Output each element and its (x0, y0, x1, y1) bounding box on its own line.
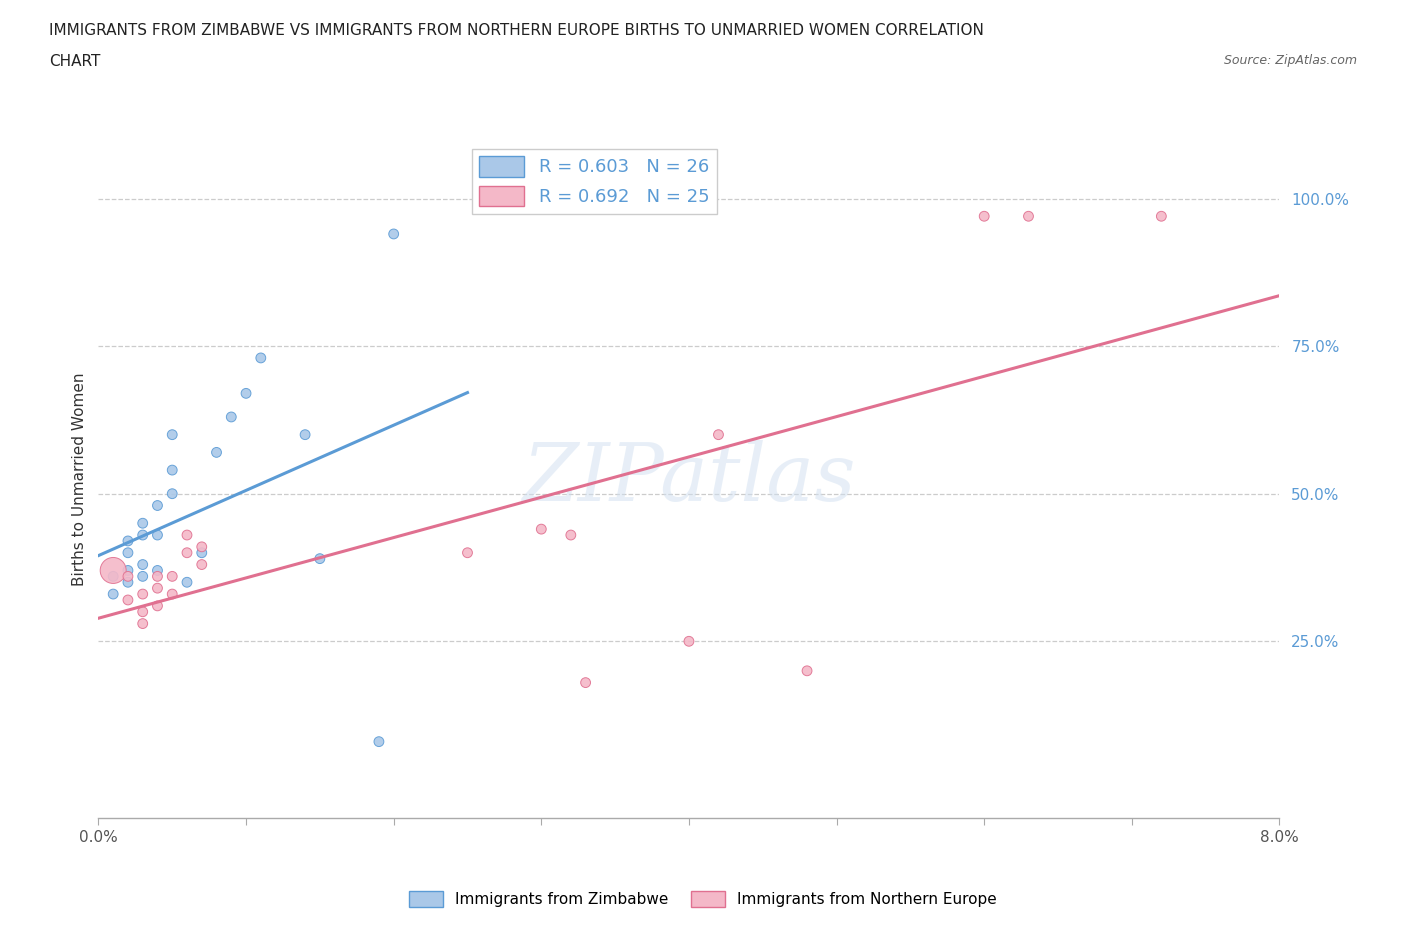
Point (294, 427, 316, 442)
Point (162, 587, 183, 602)
Point (250, 351, 273, 365)
Point (796, 663, 818, 678)
Legend: R = 0.603   N = 26, R = 0.692   N = 25: R = 0.603 N = 26, R = 0.692 N = 25 (472, 149, 717, 214)
Point (162, 427, 183, 442)
Point (574, 675, 596, 690)
Point (678, 634, 700, 649)
Point (132, 617, 155, 631)
Point (103, 587, 124, 602)
Text: Source: ZipAtlas.com: Source: ZipAtlas.com (1223, 54, 1357, 67)
Point (176, 527, 198, 542)
Point (191, 545, 214, 560)
Point (205, 445, 228, 459)
Point (191, 557, 214, 572)
Point (456, 545, 478, 560)
Point (117, 563, 139, 578)
Point (162, 486, 183, 501)
Point (146, 580, 169, 595)
Point (117, 545, 139, 560)
Point (560, 527, 582, 542)
Y-axis label: Births to Unmarried Women: Births to Unmarried Women (72, 372, 87, 586)
Point (132, 516, 155, 531)
Point (235, 386, 257, 401)
Point (176, 545, 198, 560)
Text: IMMIGRANTS FROM ZIMBABWE VS IMMIGRANTS FROM NORTHERN EUROPE BIRTHS TO UNMARRIED : IMMIGRANTS FROM ZIMBABWE VS IMMIGRANTS F… (49, 23, 984, 38)
Point (162, 569, 183, 584)
Point (176, 575, 198, 590)
Point (132, 527, 155, 542)
Point (191, 539, 214, 554)
Point (162, 462, 183, 477)
Point (146, 569, 169, 584)
Point (1150, 209, 1173, 224)
Point (146, 598, 169, 613)
Legend: Immigrants from Zimbabwe, Immigrants from Northern Europe: Immigrants from Zimbabwe, Immigrants fro… (404, 884, 1002, 913)
Point (146, 498, 169, 513)
Point (132, 569, 155, 584)
Text: ZIPatlas: ZIPatlas (522, 440, 856, 518)
Point (117, 534, 139, 549)
Point (132, 557, 155, 572)
Point (146, 527, 169, 542)
Point (103, 563, 124, 578)
Point (973, 209, 995, 224)
Point (117, 575, 139, 590)
Text: CHART: CHART (49, 54, 101, 69)
Point (1017, 209, 1039, 224)
Point (117, 569, 139, 584)
Point (146, 563, 169, 578)
Point (707, 427, 730, 442)
Point (382, 227, 405, 242)
Point (367, 734, 389, 749)
Point (103, 569, 124, 584)
Point (219, 409, 242, 424)
Point (132, 604, 155, 619)
Point (117, 592, 139, 607)
Point (308, 551, 332, 566)
Point (530, 522, 553, 537)
Point (132, 587, 155, 602)
